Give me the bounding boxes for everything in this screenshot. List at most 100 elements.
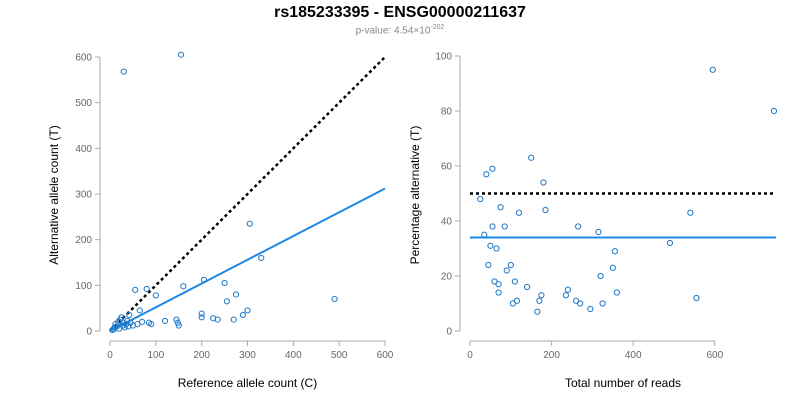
data-point xyxy=(528,154,535,161)
data-point xyxy=(572,297,580,304)
data-point xyxy=(562,292,569,299)
y-axis-title: Alternative allele count (T) xyxy=(47,125,61,264)
data-point xyxy=(246,220,253,227)
data-point xyxy=(120,68,127,75)
page-title: rs185233395 - ENSG00000211637 xyxy=(274,4,526,21)
data-point xyxy=(175,322,182,329)
y-tick-label: 500 xyxy=(75,98,92,109)
data-point xyxy=(198,314,205,321)
data-point xyxy=(136,307,143,314)
data-point xyxy=(258,254,265,262)
data-point xyxy=(214,316,221,323)
data-point xyxy=(599,300,606,307)
y-tick-label: 100 xyxy=(435,52,452,63)
y-tick-label: 40 xyxy=(441,217,453,228)
data-point xyxy=(495,289,502,296)
data-point xyxy=(143,285,150,293)
data-point xyxy=(116,325,123,332)
y-tick-label: 300 xyxy=(75,190,92,201)
data-point xyxy=(148,321,155,328)
data-point xyxy=(613,289,620,296)
fit-line xyxy=(109,187,386,332)
y-tick-label: 20 xyxy=(441,272,453,283)
scatter-panel-left: 0 100 200 300 400 500 600 0 100 200 300 400 500 600 Re… xyxy=(47,51,394,390)
data-point xyxy=(687,209,694,216)
x-tick-label: 300 xyxy=(239,350,256,361)
x-tick-label: 600 xyxy=(377,350,394,361)
data-point xyxy=(232,291,240,298)
data-point xyxy=(491,278,498,285)
data-point xyxy=(121,324,128,331)
x-tick-label: 200 xyxy=(543,350,560,361)
y-tick-label: 0 xyxy=(86,327,92,338)
x-axis-title: Reference allele count (C) xyxy=(178,376,317,390)
data-point xyxy=(536,297,543,304)
data-point xyxy=(489,165,496,172)
x-tick-label: 400 xyxy=(625,350,642,361)
data-point xyxy=(239,311,247,319)
data-point xyxy=(577,300,584,307)
x-tick-label: 0 xyxy=(107,350,113,361)
data-point xyxy=(180,283,187,290)
data-point xyxy=(534,308,541,315)
data-point xyxy=(173,316,180,323)
x-tick-label: 200 xyxy=(193,350,210,361)
y-tick-label: 60 xyxy=(441,162,453,173)
x-tick-label: 0 xyxy=(467,350,473,361)
data-point xyxy=(503,267,510,274)
data-point xyxy=(597,272,604,280)
data-point xyxy=(507,261,514,269)
data-point xyxy=(501,223,508,230)
data-point xyxy=(609,264,616,271)
data-point xyxy=(524,283,531,291)
data-point xyxy=(497,204,504,211)
data-point xyxy=(132,286,139,293)
data-point xyxy=(513,297,521,304)
y-tick-label: 600 xyxy=(75,53,92,64)
data-point xyxy=(223,298,230,305)
data-point xyxy=(118,314,125,321)
scatter-panel-right: 0 200 400 600 0 20 40 60 80 100 Total number of re… xyxy=(408,52,778,390)
x-tick-label: 400 xyxy=(285,350,302,361)
x-tick-label: 500 xyxy=(331,350,348,361)
data-point xyxy=(221,279,228,287)
data-point xyxy=(198,310,205,317)
data-point xyxy=(152,292,159,299)
x-axis-title: Total number of reads xyxy=(565,376,681,390)
x-tick-label: 600 xyxy=(706,350,723,361)
data-point xyxy=(331,295,338,303)
p-value-exponent: -202 xyxy=(430,24,445,31)
data-point xyxy=(611,248,618,255)
data-point xyxy=(575,223,582,230)
data-point xyxy=(481,231,488,238)
y-tick-label: 400 xyxy=(75,144,92,155)
data-point xyxy=(515,209,523,216)
data-point xyxy=(200,276,208,283)
data-point xyxy=(770,107,778,115)
reference-line xyxy=(109,56,386,332)
y-axis-title: Percentage alternative (T) xyxy=(408,126,422,265)
data-point xyxy=(493,245,500,252)
data-point xyxy=(495,281,502,288)
data-point xyxy=(511,278,518,285)
y-tick-label: 80 xyxy=(441,107,453,118)
p-value-text: p-value: 4.54×10 xyxy=(355,25,431,37)
data-point xyxy=(487,242,494,249)
data-point xyxy=(564,286,572,293)
y-tick-label: 100 xyxy=(75,281,92,292)
page-subtitle: p-value: 4.54×10-202 xyxy=(0,24,800,36)
data-point xyxy=(542,206,549,214)
data-point xyxy=(230,316,237,323)
y-tick-label: 0 xyxy=(446,327,452,338)
y-tick-label: 200 xyxy=(75,235,92,246)
data-point xyxy=(489,223,496,230)
data-point xyxy=(161,317,169,325)
data-point xyxy=(595,228,602,236)
data-point xyxy=(509,300,516,307)
data-point xyxy=(540,179,547,186)
data-point xyxy=(126,311,133,319)
data-point xyxy=(138,318,146,325)
data-point xyxy=(174,319,181,326)
data-point xyxy=(587,305,594,313)
